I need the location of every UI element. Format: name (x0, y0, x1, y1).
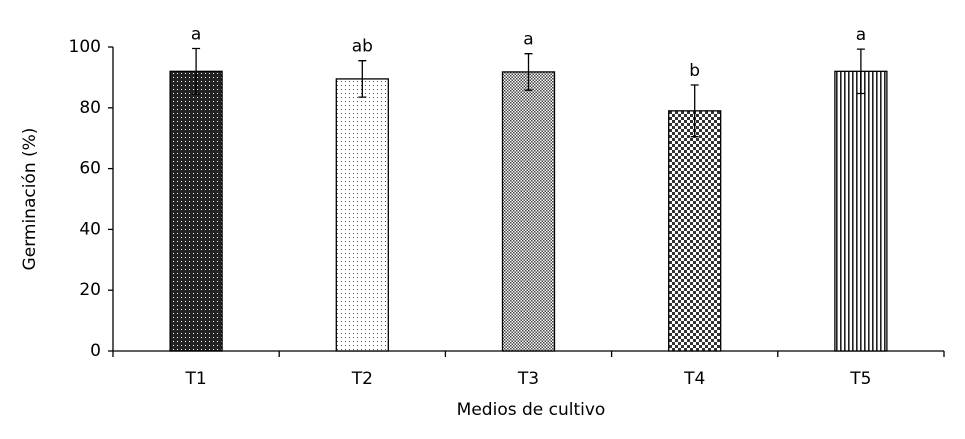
y-tick-label: 80 (79, 98, 101, 118)
x-tick-label: T4 (683, 369, 705, 389)
bar (169, 70, 223, 352)
error-bar (192, 47, 201, 95)
x-axis-title: Medios de cultivo (457, 400, 606, 420)
significance-letter: ab (352, 37, 373, 57)
x-tick-label: T2 (351, 369, 373, 389)
bar (668, 110, 722, 352)
significance-letter: a (856, 25, 866, 45)
significance-letter: a (523, 30, 533, 50)
y-axis-title: Germinación (%) (20, 128, 40, 271)
significance-letter: b (689, 61, 700, 81)
bar (335, 78, 389, 352)
y-tick-label: 60 (79, 159, 101, 179)
x-tick-label: T1 (184, 369, 206, 389)
y-tick-label: 20 (79, 280, 101, 300)
x-tick-label: T5 (849, 369, 871, 389)
y-tick-label: 40 (79, 219, 101, 239)
x-tick-label: T3 (517, 369, 539, 389)
error-bar (690, 84, 699, 138)
y-tick-label: 100 (69, 37, 101, 57)
error-bar (524, 53, 533, 91)
error-bar (856, 48, 865, 95)
bar (834, 70, 888, 352)
bar (501, 71, 556, 352)
y-tick-label: 0 (90, 341, 101, 361)
significance-letter: a (191, 25, 201, 45)
error-bar (358, 60, 367, 98)
